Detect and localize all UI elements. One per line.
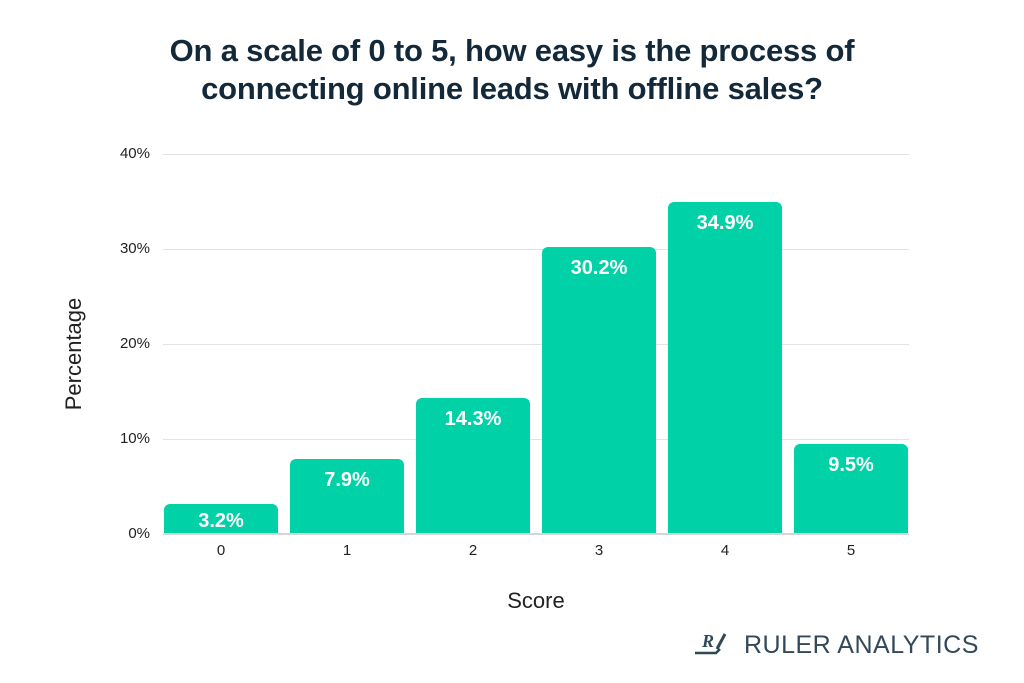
plot-area: 3.2% 7.9% 14.3% 30.2% 34.9% 9.5% (163, 154, 909, 535)
brand-footer: R RULER ANALYTICS (694, 630, 979, 661)
y-tick-10: 10% (119, 430, 150, 447)
bar-score-2: 14.3% (416, 398, 530, 534)
y-tick-30: 30% (119, 240, 150, 257)
x-axis-label: Score (507, 588, 565, 613)
x-tick-2: 2 (468, 542, 478, 559)
chart-title-line-2: connecting online leads with offline sal… (201, 71, 823, 106)
y-tick-0: 0% (128, 525, 150, 542)
chart-title: On a scale of 0 to 5, how easy is the pr… (0, 32, 1024, 108)
x-tick-5: 5 (846, 542, 856, 559)
bar-score-0: 3.2% (164, 503, 278, 534)
x-tick-3: 3 (594, 542, 604, 559)
gridline-10 (163, 439, 909, 440)
x-tick-1: 1 (342, 542, 352, 559)
bar-value-label: 3.2% (198, 509, 244, 532)
ruler-analytics-logo-icon: R (694, 630, 730, 661)
bar-value-label: 30.2% (570, 257, 628, 280)
gridline-40 (163, 154, 909, 155)
gridline-30 (163, 249, 909, 250)
bar-value-label: 7.9% (324, 468, 370, 491)
y-tick-20: 20% (119, 335, 150, 352)
bar-score-5: 9.5% (794, 443, 908, 534)
chart-title-line-1: On a scale of 0 to 5, how easy is the pr… (169, 33, 855, 68)
gridline-20 (163, 344, 909, 345)
x-tick-4: 4 (720, 542, 730, 559)
bar-score-3: 30.2% (542, 247, 656, 534)
y-axis-label: Percentage (61, 297, 86, 411)
brand-name: RULER ANALYTICS (744, 631, 979, 659)
x-axis-baseline (163, 533, 909, 535)
svg-text:R: R (701, 631, 714, 651)
bar-score-4: 34.9% (668, 202, 782, 534)
bar-score-1: 7.9% (290, 458, 404, 534)
bar-value-label: 14.3% (444, 408, 502, 431)
y-tick-40: 40% (119, 145, 150, 162)
x-tick-0: 0 (216, 542, 226, 559)
bar-value-label: 34.9% (696, 212, 754, 235)
bar-value-label: 9.5% (828, 453, 874, 476)
